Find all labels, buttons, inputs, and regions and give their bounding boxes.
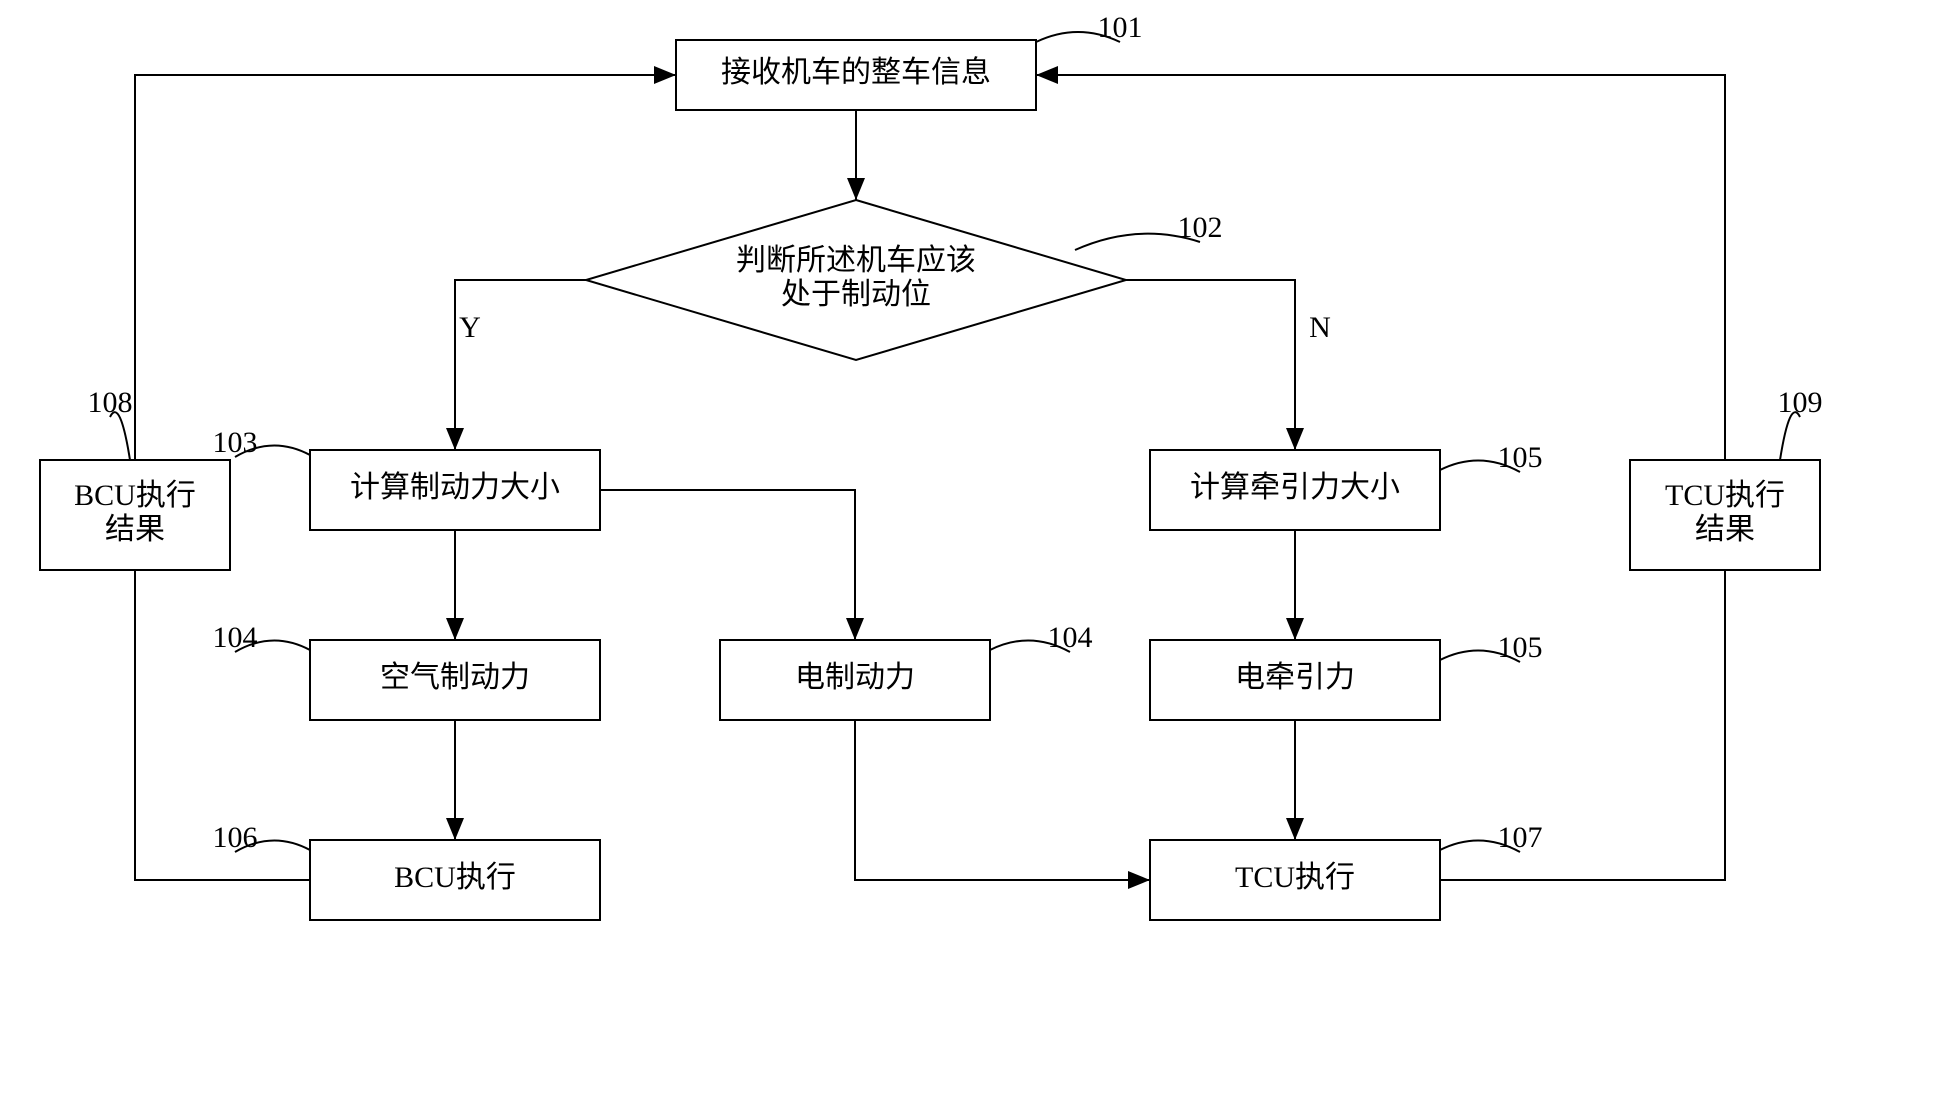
node-text: BCU执行 <box>394 861 516 894</box>
node-n106: BCU执行 106 <box>213 821 601 920</box>
node-text: 处于制动位 <box>781 278 931 311</box>
node-n104b: 电制动力 104 <box>720 621 1093 720</box>
callout-label: 105 <box>1498 631 1543 664</box>
edge-102-Y-103 <box>455 280 586 450</box>
callout-label: 103 <box>213 426 258 459</box>
node-text: 结果 <box>105 513 165 546</box>
node-text: 接收机车的整车信息 <box>721 56 991 89</box>
edge-103-104b <box>600 490 855 640</box>
node-text: 计算牵引力大小 <box>1190 471 1400 504</box>
node-n105a: 计算牵引力大小 105 <box>1150 441 1543 530</box>
node-text: BCU执行 <box>74 479 196 512</box>
node-text: 电牵引力 <box>1235 661 1355 694</box>
node-text: 电制动力 <box>795 661 915 694</box>
node-text: TCU执行 <box>1665 479 1785 512</box>
edge-label: N <box>1309 311 1331 344</box>
edge-109-101b <box>1036 75 1725 460</box>
callout-label: 101 <box>1098 11 1143 44</box>
node-n109: TCU执行结果 109 <box>1630 386 1823 570</box>
node-text: 结果 <box>1695 513 1755 546</box>
node-text: 判断所述机车应该 <box>736 244 976 277</box>
edge-104b-107 <box>855 720 1150 880</box>
callout-label: 108 <box>88 386 133 419</box>
node-n103: 计算制动力大小 103 <box>213 426 601 530</box>
edge-107-109-101 <box>1440 570 1725 880</box>
node-text: 计算制动力大小 <box>350 471 560 504</box>
node-n102: 判断所述机车应该处于制动位 102 <box>586 200 1223 360</box>
callout-leader <box>110 412 130 460</box>
edge-102-N-105 <box>1126 280 1295 450</box>
callout-label: 104 <box>1048 621 1093 654</box>
callout-leader <box>1780 412 1800 460</box>
node-text: TCU执行 <box>1235 861 1355 894</box>
callout-label: 109 <box>1778 386 1823 419</box>
node-n105b: 电牵引力 105 <box>1150 631 1543 720</box>
node-n107: TCU执行 107 <box>1150 821 1543 920</box>
node-n101: 接收机车的整车信息 101 <box>676 11 1143 110</box>
callout-label: 102 <box>1178 211 1223 244</box>
callout-label: 104 <box>213 621 258 654</box>
edge-label: Y <box>459 311 481 344</box>
edge-108-101b <box>135 75 676 460</box>
flowchart: Y N 接收机车的整车信息 101 判断所述机车应该处于制动位 102 计算制动力大小 103… <box>0 0 1946 1120</box>
node-n104a: 空气制动力 104 <box>213 621 601 720</box>
callout-label: 106 <box>213 821 258 854</box>
callout-label: 107 <box>1498 821 1543 854</box>
node-text: 空气制动力 <box>380 661 530 694</box>
callout-label: 105 <box>1498 441 1543 474</box>
